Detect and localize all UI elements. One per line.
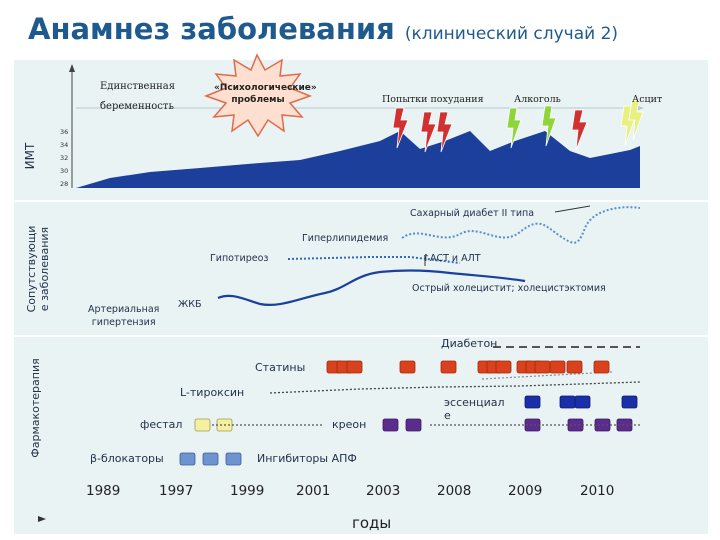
drug-ace-inhibitors: Ингибиторы АПФ (257, 452, 357, 465)
statins-dotted-line (481, 371, 613, 380)
bmi-tick: 28 (60, 180, 69, 188)
axis-label-years: годы (352, 514, 392, 532)
title-subtitle: (клинический случай 2) (404, 24, 619, 44)
disease-hypertension: Артериальная гипертензия (88, 304, 160, 328)
chart-panel (14, 60, 708, 534)
event-alcohol: Алкоголь (514, 94, 561, 105)
page-title: Анамнез заболевания (клинический случай 2… (28, 12, 618, 46)
levothyroxine-pills (524, 395, 638, 409)
statins-pills (326, 360, 610, 374)
bmi-tick: 32 (60, 154, 69, 162)
event-ascites: Асцит (632, 94, 663, 105)
bmi-tick: 30 (60, 167, 69, 175)
disease-ast-alt: ↑АСТ и АЛТ (422, 253, 481, 264)
hypothyroid-line (287, 256, 461, 264)
alcohol-lightnings (506, 99, 644, 149)
year-label: 2009 (508, 483, 543, 499)
year-label: 1999 (230, 483, 265, 499)
drug-levothyroxine: L-тироксин (180, 386, 245, 399)
year-label: 2003 (366, 483, 401, 499)
title-main: Анамнез заболевания (28, 12, 395, 46)
section-divider-2 (14, 335, 708, 337)
creon-pills (382, 418, 633, 432)
hypertension-line (217, 269, 526, 306)
diabetes-line (401, 206, 641, 244)
disease-hypothyroid: Гипотиреоз (210, 253, 269, 264)
bmi-area (76, 131, 640, 188)
year-label: 1989 (86, 483, 121, 499)
event-weightloss: Попытки похудания (382, 94, 484, 105)
section-divider-1 (14, 200, 708, 202)
drug-beta-blockers: β-блокаторы (90, 452, 164, 465)
drug-creon: креон (332, 418, 367, 431)
bmi-tick: 36 (60, 128, 69, 136)
disease-cholecystitis: Острый холецистит; холецистэктомия (412, 283, 606, 294)
bmi-ticks: 36 34 32 30 28 (60, 126, 68, 191)
bmi-axis-arrow (69, 64, 75, 72)
drug-diabeton: Диабетон (441, 337, 498, 350)
drug-statins: Статины (255, 361, 306, 374)
event-pregnancy: Единственная беременность (100, 81, 176, 112)
levothyroxine-line (269, 381, 641, 394)
diabetes-pointer (554, 205, 591, 213)
drug-essentiale: эссенциал е (444, 396, 505, 422)
year-label: 2008 (437, 483, 472, 499)
bmi-tick: 34 (60, 141, 69, 149)
drug-festal: фестал (140, 418, 183, 431)
beta-blocker-pills (179, 452, 242, 466)
disease-diabetes: Сахарный диабет II типа (410, 208, 535, 219)
weightloss-lightnings (392, 107, 588, 153)
disease-gallstone: ЖКБ (178, 299, 202, 310)
year-label: 2001 (296, 483, 331, 499)
year-label: 1997 (159, 483, 194, 499)
bottom-axis-marker (38, 516, 46, 522)
event-psych: «Психологические» проблемы (214, 83, 317, 105)
disease-hyperlipidemia: Гиперлипидемия (302, 233, 389, 244)
year-label: 2010 (580, 483, 615, 499)
psych-starburst (203, 53, 313, 138)
